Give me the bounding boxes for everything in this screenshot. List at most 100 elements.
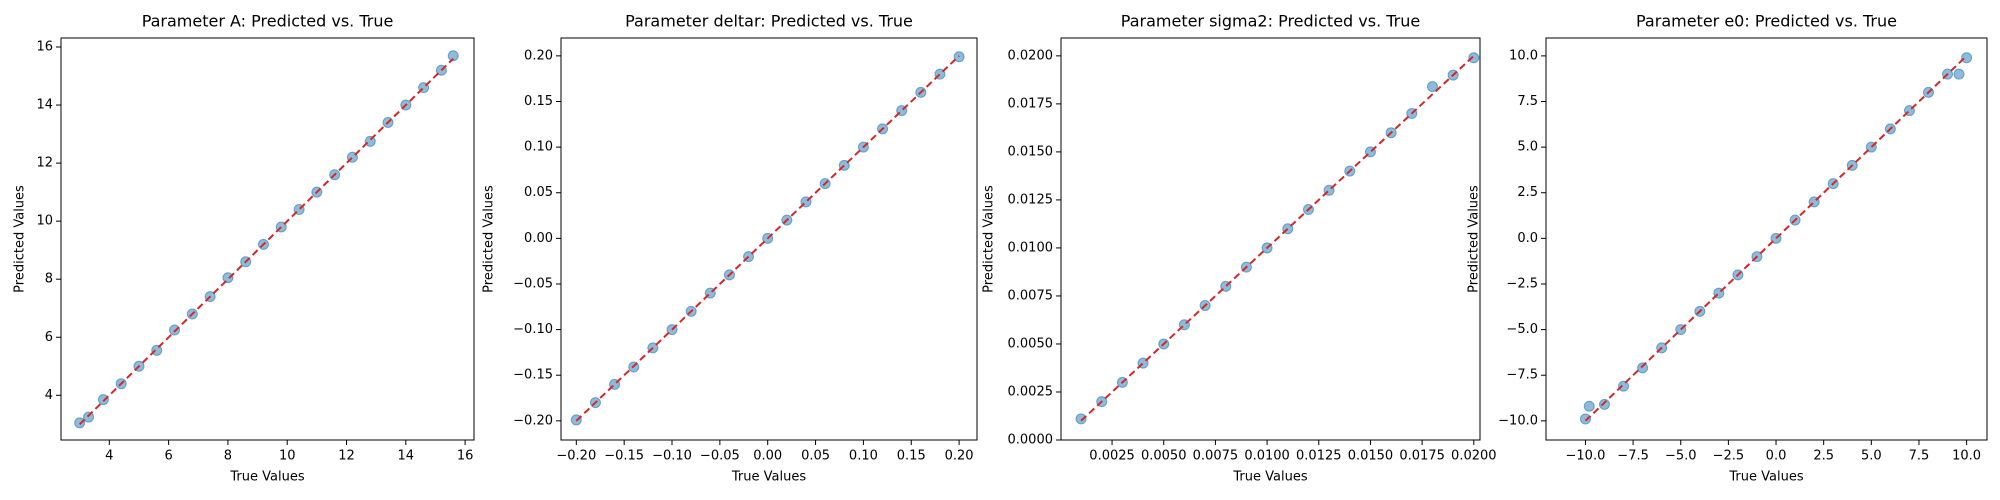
y-tick-label: 4 <box>45 388 53 403</box>
y-tick-label: 2.5 <box>1517 185 1538 200</box>
axes-frame <box>560 37 978 441</box>
x-tick-label: 10 <box>279 449 296 464</box>
x-tick-label: 0.15 <box>897 449 926 464</box>
x-axis-label: True Values <box>1232 470 1307 485</box>
reference-line <box>78 57 454 426</box>
y-tick-label: 0.0025 <box>1008 384 1054 399</box>
y-tick-label: −5.0 <box>1506 322 1538 337</box>
x-tick-label: 14 <box>398 449 415 464</box>
x-tick-label: −0.20 <box>556 449 596 464</box>
reference-line <box>575 55 960 422</box>
x-tick-label: 0.00 <box>753 449 782 464</box>
x-tick-label: 0.0075 <box>1193 449 1239 464</box>
y-tick-label: 5.0 <box>1517 140 1538 155</box>
x-tick-label: 7.5 <box>1909 449 1930 464</box>
x-tick-label: 0.0150 <box>1348 449 1394 464</box>
y-tick-label: −10.0 <box>1498 413 1538 428</box>
point <box>1426 81 1438 93</box>
y-tick-label: 0.0000 <box>1008 433 1054 448</box>
y-tick-label: −0.05 <box>513 276 553 291</box>
x-tick-label: 0.0050 <box>1141 449 1187 464</box>
x-axis-label: True Values <box>1728 470 1803 485</box>
point <box>1599 398 1611 410</box>
point <box>1579 413 1591 425</box>
y-tick-label: 0.10 <box>524 140 553 155</box>
x-tick-label: 8 <box>224 449 232 464</box>
y-tick-label: 0.0100 <box>1008 240 1054 255</box>
x-tick-label: −0.05 <box>700 449 740 464</box>
x-tick-label: 0.10 <box>849 449 878 464</box>
y-tick-label: 6 <box>45 330 53 345</box>
y-tick-label: 0.0075 <box>1008 288 1054 303</box>
point <box>74 417 86 429</box>
x-tick-label: 4 <box>105 449 113 464</box>
x-tick-label: 5.0 <box>1861 449 1882 464</box>
y-tick-label: 8 <box>45 272 53 287</box>
chart-title: Parameter e0: Predicted vs. True <box>1636 12 1897 31</box>
y-tick-label: 0.20 <box>524 48 553 63</box>
x-tick-label: 0.05 <box>801 449 830 464</box>
x-tick-label: −5.0 <box>1665 449 1697 464</box>
axes-frame <box>60 37 475 441</box>
chart-title: Parameter A: Predicted vs. True <box>142 12 394 31</box>
x-tick-label: 0.0125 <box>1296 449 1342 464</box>
y-tick-label: 0.05 <box>524 185 553 200</box>
y-tick-label: −7.5 <box>1506 368 1538 383</box>
y-axis-label: Predicted Values <box>13 185 28 293</box>
reference-line <box>1080 55 1475 422</box>
y-axis-label: Predicted Values <box>1467 185 1482 293</box>
chart-title: Parameter sigma2: Predicted vs. True <box>1121 12 1420 31</box>
x-tick-label: 16 <box>457 449 474 464</box>
y-tick-label: 10.0 <box>1509 48 1538 63</box>
y-tick-label: 16 <box>36 39 53 54</box>
x-tick-label: 0.20 <box>945 449 974 464</box>
x-axis-label: True Values <box>731 470 806 485</box>
x-tick-label: −0.10 <box>652 449 692 464</box>
y-tick-label: 0.0050 <box>1008 336 1054 351</box>
x-tick-label: 0.0025 <box>1089 449 1135 464</box>
y-tick-label: 0.0150 <box>1008 144 1054 159</box>
point <box>97 394 109 406</box>
x-tick-label: −2.5 <box>1713 449 1745 464</box>
y-tick-label: 0.0125 <box>1008 192 1054 207</box>
y-tick-label: 0.0175 <box>1008 96 1054 111</box>
point <box>1953 68 1965 80</box>
y-tick-label: −0.20 <box>513 413 553 428</box>
x-tick-label: 2.5 <box>1813 449 1834 464</box>
x-tick-label: 6 <box>164 449 172 464</box>
y-axis-label: Predicted Values <box>482 185 497 293</box>
x-axis-label: True Values <box>229 470 304 485</box>
point <box>1468 52 1480 64</box>
y-tick-label: 7.5 <box>1517 94 1538 109</box>
x-tick-label: 10.0 <box>1952 449 1981 464</box>
y-tick-label: 0.0 <box>1517 231 1538 246</box>
y-tick-label: 14 <box>36 98 53 113</box>
point <box>1075 413 1087 425</box>
x-tick-label: −7.5 <box>1617 449 1649 464</box>
point <box>1637 362 1649 374</box>
point <box>447 50 459 62</box>
point <box>1961 52 1973 64</box>
y-axis-label: Predicted Values <box>982 185 997 293</box>
x-tick-label: 0.0175 <box>1399 449 1445 464</box>
point <box>169 324 181 336</box>
y-tick-label: 0.0200 <box>1008 48 1054 63</box>
x-tick-label: 0.0200 <box>1451 449 1497 464</box>
y-tick-label: 12 <box>36 156 53 171</box>
y-tick-label: 0.15 <box>524 94 553 109</box>
x-tick-label: 0.0 <box>1766 449 1787 464</box>
point <box>1583 400 1595 412</box>
x-tick-label: −10.0 <box>1566 449 1606 464</box>
x-tick-label: 0.0100 <box>1244 449 1290 464</box>
y-tick-label: 10 <box>36 214 53 229</box>
chart-title: Parameter deltar: Predicted vs. True <box>625 12 913 31</box>
x-tick-label: 12 <box>338 449 355 464</box>
axes-frame <box>1545 37 1988 441</box>
x-tick-label: −0.15 <box>604 449 644 464</box>
y-tick-label: −0.15 <box>513 368 553 383</box>
point <box>1618 380 1630 392</box>
y-tick-label: −0.10 <box>513 322 553 337</box>
y-tick-label: 0.00 <box>524 231 553 246</box>
y-tick-label: −2.5 <box>1506 276 1538 291</box>
